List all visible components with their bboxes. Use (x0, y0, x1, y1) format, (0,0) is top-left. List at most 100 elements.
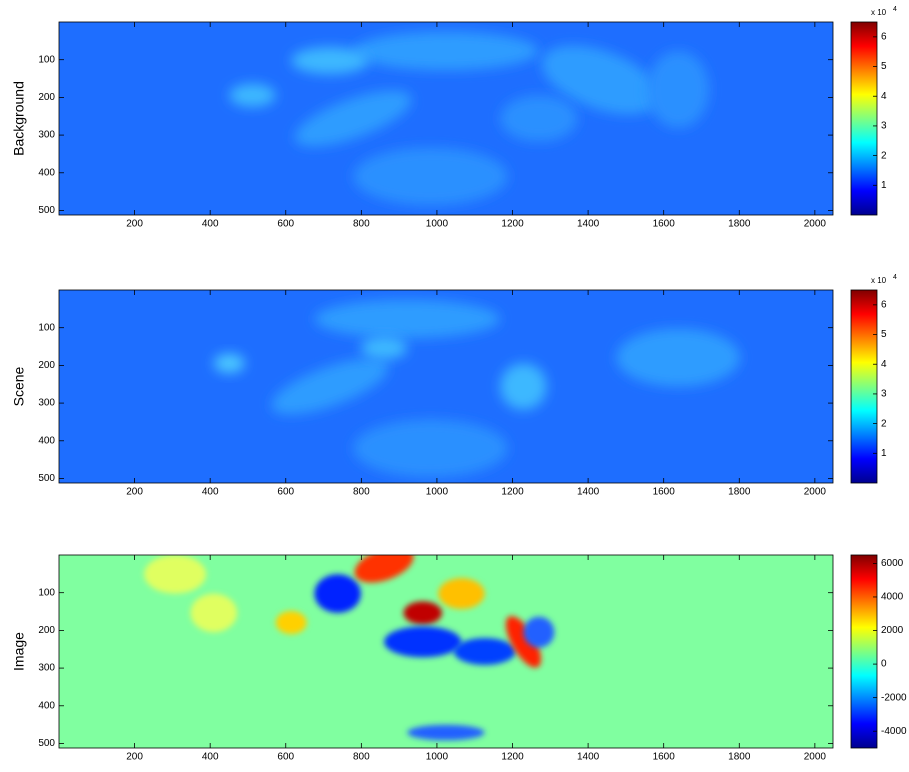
colorbar-tick-label: 2 (881, 150, 887, 161)
x-tick-label: 1800 (728, 487, 751, 498)
colorbar-tick-label: 2000 (881, 625, 904, 636)
x-tick-label: 800 (353, 219, 370, 230)
x-tick-label: 800 (353, 487, 370, 498)
colorbar-multiplier: x 10 (871, 8, 887, 17)
x-tick-label: 1400 (577, 752, 600, 763)
image-texture (384, 626, 462, 658)
image-texture (505, 616, 542, 668)
colorbar-exponent: 4 (893, 274, 897, 281)
x-tick-label: 1200 (501, 487, 524, 498)
y-tick-label: 500 (38, 205, 55, 216)
y-tick-label: 100 (38, 587, 55, 598)
heatmap-image (59, 22, 833, 215)
colorbar (850, 21, 878, 216)
x-tick-label: 200 (126, 219, 143, 230)
axes-box (58, 21, 834, 216)
colorbar-tick-label: 4000 (881, 592, 904, 603)
y-tick-label: 400 (38, 435, 55, 446)
image-texture (213, 353, 245, 373)
colorbar-tick-label: 6 (881, 31, 887, 42)
x-tick-label: 1400 (577, 487, 600, 498)
y-tick-label: 400 (38, 700, 55, 711)
x-tick-label: 200 (126, 487, 143, 498)
colorbar-tick-label: 6000 (881, 558, 904, 569)
x-tick-label: 1600 (653, 487, 676, 498)
y-axis-label: Background (11, 81, 27, 156)
y-axis-label: Scene (11, 366, 27, 406)
image-texture (271, 358, 389, 415)
image-texture (291, 47, 369, 75)
colorbar-tick-label: -4000 (881, 726, 907, 737)
image-texture (647, 50, 710, 129)
colorbar-tick-label: 2 (881, 418, 887, 429)
image-texture (616, 328, 741, 387)
y-tick-label: 300 (38, 663, 55, 674)
image-texture (275, 610, 307, 635)
image-texture (500, 95, 578, 142)
x-tick-label: 400 (202, 752, 219, 763)
colorbar (850, 289, 878, 484)
x-tick-label: 1400 (577, 219, 600, 230)
y-tick-label: 400 (38, 167, 55, 178)
x-tick-label: 1600 (653, 219, 676, 230)
y-tick-label: 500 (38, 738, 55, 749)
x-tick-label: 1000 (426, 487, 449, 498)
image-texture (314, 574, 361, 613)
colorbar-tick-label: 4 (881, 359, 887, 370)
colorbar-tick-label: 4 (881, 91, 887, 102)
x-tick-label: 2000 (804, 752, 827, 763)
y-tick-label: 200 (38, 360, 55, 371)
image-texture (353, 147, 508, 206)
x-tick-label: 2000 (804, 487, 827, 498)
image-texture (190, 593, 238, 633)
x-tick-label: 1600 (653, 752, 676, 763)
image-texture (360, 336, 408, 360)
y-tick-label: 300 (38, 398, 55, 409)
image-texture (438, 578, 485, 610)
heatmap-image (59, 555, 833, 748)
x-tick-label: 600 (277, 487, 294, 498)
x-tick-label: 200 (126, 752, 143, 763)
image-texture (500, 363, 547, 410)
colorbar-tick-label: 5 (881, 61, 887, 72)
colorbar-tick-label: 3 (881, 389, 887, 400)
image-texture (314, 299, 501, 339)
colorbar-tick-label: 6 (881, 299, 887, 310)
image-texture (354, 555, 414, 583)
colorbar-tick-label: 1 (881, 448, 887, 459)
image-texture (541, 45, 660, 115)
colorbar-tick-label: 0 (881, 659, 887, 670)
image-texture (294, 90, 412, 147)
x-tick-label: 1800 (728, 219, 751, 230)
x-tick-label: 1800 (728, 752, 751, 763)
image-texture (403, 601, 443, 625)
colorbar-exponent: 4 (893, 6, 897, 13)
x-tick-label: 600 (277, 752, 294, 763)
image-texture (407, 724, 485, 741)
axes-box (58, 554, 834, 749)
x-tick-label: 800 (353, 752, 370, 763)
x-tick-label: 1200 (501, 219, 524, 230)
y-tick-label: 200 (38, 92, 55, 103)
image-texture (353, 419, 508, 478)
x-tick-label: 400 (202, 487, 219, 498)
x-tick-label: 2000 (804, 219, 827, 230)
colorbar-tick-label: 3 (881, 121, 887, 132)
y-tick-label: 100 (38, 322, 55, 333)
colorbar-tick-label: 5 (881, 329, 887, 340)
x-tick-label: 600 (277, 219, 294, 230)
image-texture (453, 637, 516, 666)
image-texture (523, 616, 555, 648)
y-axis-label: Image (11, 632, 27, 671)
image-texture (353, 31, 539, 71)
y-tick-label: 100 (38, 54, 55, 65)
colorbar (850, 554, 878, 749)
y-tick-label: 200 (38, 625, 55, 636)
x-tick-label: 1000 (426, 219, 449, 230)
x-tick-label: 1000 (426, 752, 449, 763)
colorbar-multiplier: x 10 (871, 276, 887, 285)
y-tick-label: 500 (38, 473, 55, 484)
y-tick-label: 300 (38, 130, 55, 141)
colorbar-tick-label: 1 (881, 180, 887, 191)
